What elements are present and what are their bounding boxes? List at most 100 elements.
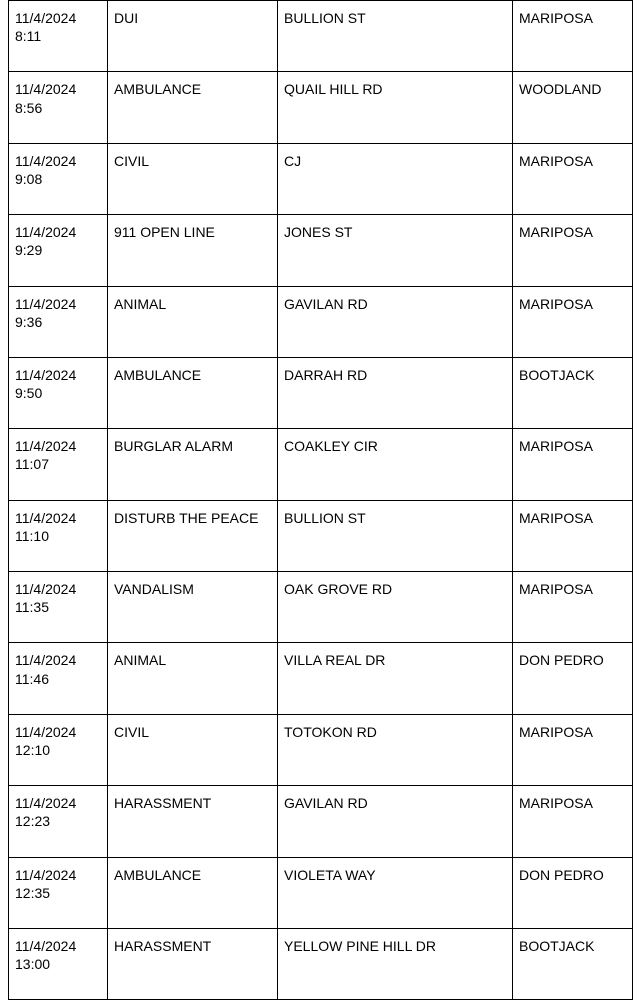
cell-datetime: 11/4/20249:08 xyxy=(9,143,108,214)
table-row: 11/4/202411:35VANDALISMOAK GROVE RDMARIP… xyxy=(9,572,633,643)
cell-date: 11/4/2024 xyxy=(15,580,101,598)
cell-location: GAVILAN RD xyxy=(278,286,513,357)
cell-incident-type: HARASSMENT xyxy=(108,786,278,857)
cell-time: 9:36 xyxy=(15,313,101,331)
table-row: 11/4/20249:50AMBULANCEDARRAH RDBOOTJACK xyxy=(9,357,633,428)
cell-incident-type: CIVIL xyxy=(108,143,278,214)
cell-city: BOOTJACK xyxy=(513,357,633,428)
cell-city: BOOTJACK xyxy=(513,928,633,999)
cell-city: MARIPOSA xyxy=(513,1,633,72)
cell-incident-type: ANIMAL xyxy=(108,643,278,714)
cell-location: YELLOW PINE HILL DR xyxy=(278,928,513,999)
cell-time: 9:50 xyxy=(15,384,101,402)
cell-time: 12:10 xyxy=(15,741,101,759)
cell-time: 8:56 xyxy=(15,99,101,117)
cell-location: CJ xyxy=(278,143,513,214)
cell-incident-type: AMBULANCE xyxy=(108,72,278,143)
cell-city: MARIPOSA xyxy=(513,500,633,571)
cell-datetime: 11/4/20249:50 xyxy=(9,357,108,428)
cell-location: COAKLEY CIR xyxy=(278,429,513,500)
cell-date: 11/4/2024 xyxy=(15,366,101,384)
table-row: 11/4/202412:10CIVILTOTOKON RDMARIPOSA xyxy=(9,714,633,785)
incident-log-table: 11/4/20248:11DUIBULLION STMARIPOSA11/4/2… xyxy=(8,0,633,1000)
cell-date: 11/4/2024 xyxy=(15,509,101,527)
table-row: 11/4/20248:56AMBULANCEQUAIL HILL RDWOODL… xyxy=(9,72,633,143)
cell-datetime: 11/4/202411:46 xyxy=(9,643,108,714)
table-row: 11/4/20249:29911 OPEN LINEJONES STMARIPO… xyxy=(9,215,633,286)
cell-time: 11:10 xyxy=(15,527,101,545)
cell-datetime: 11/4/20248:11 xyxy=(9,1,108,72)
cell-datetime: 11/4/202411:10 xyxy=(9,500,108,571)
cell-date: 11/4/2024 xyxy=(15,295,101,313)
table-row: 11/4/202412:35AMBULANCEVIOLETA WAYDON PE… xyxy=(9,857,633,928)
cell-location: BULLION ST xyxy=(278,1,513,72)
cell-location: QUAIL HILL RD xyxy=(278,72,513,143)
table-row: 11/4/202411:07BURGLAR ALARMCOAKLEY CIRMA… xyxy=(9,429,633,500)
cell-date: 11/4/2024 xyxy=(15,9,101,27)
cell-time: 11:07 xyxy=(15,455,101,473)
cell-date: 11/4/2024 xyxy=(15,794,101,812)
table-row: 11/4/20248:11DUIBULLION STMARIPOSA xyxy=(9,1,633,72)
cell-location: GAVILAN RD xyxy=(278,786,513,857)
cell-date: 11/4/2024 xyxy=(15,651,101,669)
cell-datetime: 11/4/20249:36 xyxy=(9,286,108,357)
cell-datetime: 11/4/202413:00 xyxy=(9,928,108,999)
cell-datetime: 11/4/202412:10 xyxy=(9,714,108,785)
cell-incident-type: 911 OPEN LINE xyxy=(108,215,278,286)
cell-location: TOTOKON RD xyxy=(278,714,513,785)
cell-time: 8:11 xyxy=(15,27,101,45)
cell-location: JONES ST xyxy=(278,215,513,286)
cell-date: 11/4/2024 xyxy=(15,937,101,955)
cell-time: 12:23 xyxy=(15,812,101,830)
cell-time: 12:35 xyxy=(15,884,101,902)
table-row: 11/4/202411:46ANIMALVILLA REAL DRDON PED… xyxy=(9,643,633,714)
cell-incident-type: DISTURB THE PEACE xyxy=(108,500,278,571)
cell-location: VIOLETA WAY xyxy=(278,857,513,928)
cell-time: 9:08 xyxy=(15,170,101,188)
cell-time: 13:00 xyxy=(15,955,101,973)
cell-location: BULLION ST xyxy=(278,500,513,571)
cell-incident-type: ANIMAL xyxy=(108,286,278,357)
cell-city: MARIPOSA xyxy=(513,786,633,857)
cell-time: 11:35 xyxy=(15,598,101,616)
cell-date: 11/4/2024 xyxy=(15,866,101,884)
cell-date: 11/4/2024 xyxy=(15,723,101,741)
cell-incident-type: CIVIL xyxy=(108,714,278,785)
cell-city: MARIPOSA xyxy=(513,429,633,500)
cell-date: 11/4/2024 xyxy=(15,223,101,241)
cell-city: DON PEDRO xyxy=(513,857,633,928)
table-row: 11/4/202412:23HARASSMENTGAVILAN RDMARIPO… xyxy=(9,786,633,857)
cell-date: 11/4/2024 xyxy=(15,152,101,170)
cell-date: 11/4/2024 xyxy=(15,80,101,98)
cell-city: MARIPOSA xyxy=(513,215,633,286)
table-row: 11/4/202411:10DISTURB THE PEACEBULLION S… xyxy=(9,500,633,571)
cell-location: OAK GROVE RD xyxy=(278,572,513,643)
cell-incident-type: AMBULANCE xyxy=(108,357,278,428)
table-row: 11/4/20249:36ANIMALGAVILAN RDMARIPOSA xyxy=(9,286,633,357)
cell-city: MARIPOSA xyxy=(513,143,633,214)
cell-incident-type: VANDALISM xyxy=(108,572,278,643)
cell-incident-type: AMBULANCE xyxy=(108,857,278,928)
cell-datetime: 11/4/202412:35 xyxy=(9,857,108,928)
table-row: 11/4/202413:00HARASSMENTYELLOW PINE HILL… xyxy=(9,928,633,999)
cell-time: 11:46 xyxy=(15,670,101,688)
cell-city: MARIPOSA xyxy=(513,286,633,357)
cell-time: 9:29 xyxy=(15,241,101,259)
cell-datetime: 11/4/202411:35 xyxy=(9,572,108,643)
cell-datetime: 11/4/202412:23 xyxy=(9,786,108,857)
incident-log-tbody: 11/4/20248:11DUIBULLION STMARIPOSA11/4/2… xyxy=(9,1,633,1000)
cell-datetime: 11/4/20249:29 xyxy=(9,215,108,286)
cell-incident-type: BURGLAR ALARM xyxy=(108,429,278,500)
cell-location: DARRAH RD xyxy=(278,357,513,428)
cell-incident-type: DUI xyxy=(108,1,278,72)
cell-date: 11/4/2024 xyxy=(15,437,101,455)
cell-city: WOODLAND xyxy=(513,72,633,143)
cell-city: MARIPOSA xyxy=(513,572,633,643)
cell-datetime: 11/4/20248:56 xyxy=(9,72,108,143)
table-row: 11/4/20249:08CIVILCJMARIPOSA xyxy=(9,143,633,214)
cell-city: DON PEDRO xyxy=(513,643,633,714)
cell-incident-type: HARASSMENT xyxy=(108,928,278,999)
cell-datetime: 11/4/202411:07 xyxy=(9,429,108,500)
cell-city: MARIPOSA xyxy=(513,714,633,785)
cell-location: VILLA REAL DR xyxy=(278,643,513,714)
